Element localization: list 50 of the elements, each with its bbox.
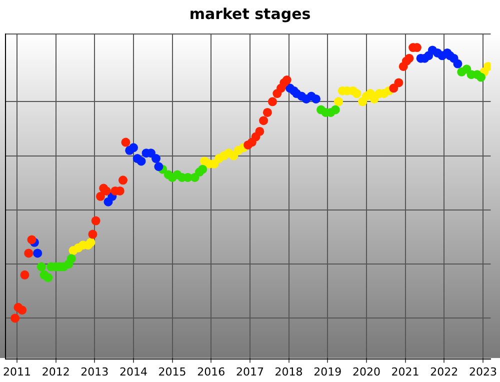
point <box>18 306 27 315</box>
point <box>282 76 292 85</box>
point <box>453 59 462 68</box>
point <box>154 162 164 172</box>
point <box>20 270 30 280</box>
x-tick-label: 2018 <box>274 365 303 378</box>
point <box>88 230 98 239</box>
point <box>404 54 414 63</box>
point <box>483 62 491 71</box>
x-tick-label: 2017 <box>236 365 264 378</box>
point <box>476 72 486 82</box>
point <box>389 84 398 93</box>
point <box>268 97 277 106</box>
point <box>24 248 34 258</box>
point <box>36 262 46 272</box>
point <box>330 105 340 114</box>
point <box>255 126 264 136</box>
point <box>10 314 20 323</box>
point <box>33 248 42 258</box>
point <box>334 97 343 106</box>
point <box>86 238 96 247</box>
point <box>198 164 208 174</box>
point <box>136 156 146 166</box>
point <box>44 273 53 282</box>
x-tick-label: 2019 <box>314 365 342 378</box>
x-tick-label: 2021 <box>391 365 420 378</box>
point <box>394 78 404 88</box>
point <box>118 176 128 185</box>
x-tick-label: 2014 <box>119 365 148 378</box>
x-tick-label: 2012 <box>42 365 70 378</box>
x-tick-label: 2020 <box>352 365 380 378</box>
point <box>262 108 272 117</box>
point <box>66 254 76 264</box>
point <box>96 192 105 201</box>
point <box>352 89 362 98</box>
point <box>121 138 130 147</box>
chart-title: market stages <box>189 4 311 23</box>
point <box>152 154 160 164</box>
point <box>259 116 268 126</box>
point <box>311 94 320 104</box>
x-tick-label: 2013 <box>80 365 109 378</box>
x-tick-label: 2016 <box>197 365 226 378</box>
point <box>27 235 36 244</box>
x-tick-label: 2015 <box>158 365 186 378</box>
point <box>102 186 111 196</box>
x-tick-label: 2022 <box>430 365 458 378</box>
x-tick-label: 2011 <box>2 365 31 378</box>
point <box>91 216 100 226</box>
point <box>128 143 138 152</box>
x-tick-label: 2023 <box>468 365 497 378</box>
